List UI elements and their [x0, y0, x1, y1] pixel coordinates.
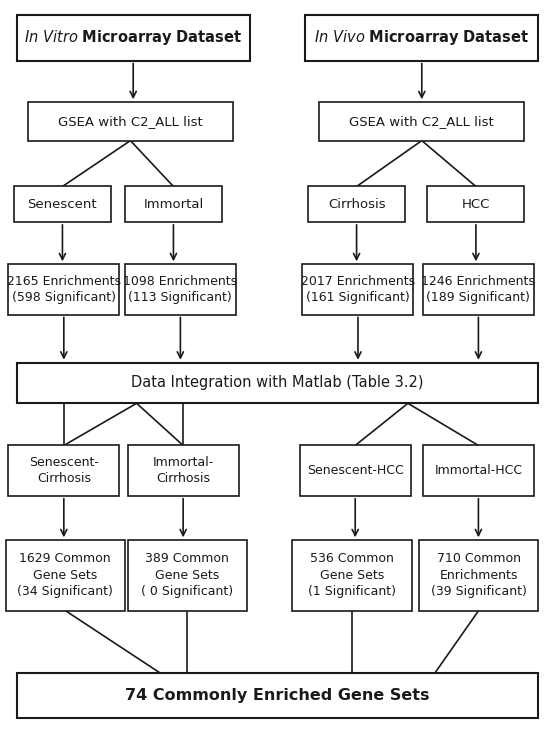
Text: $\mathit{In\ Vitro}$ $\mathbf{Microarray\ Dataset}$: $\mathit{In\ Vitro}$ $\mathbf{Microarray… [24, 28, 242, 47]
FancyBboxPatch shape [302, 264, 413, 314]
Text: Data Integration with Matlab (Table 3.2): Data Integration with Matlab (Table 3.2) [131, 375, 424, 391]
Text: Immortal: Immortal [143, 198, 204, 211]
FancyBboxPatch shape [8, 264, 119, 314]
Text: 2017 Enrichments
(161 Significant): 2017 Enrichments (161 Significant) [301, 275, 415, 304]
Text: $\mathit{In\ Vivo}$ $\mathbf{Microarray\ Dataset}$: $\mathit{In\ Vivo}$ $\mathbf{Microarray\… [314, 28, 529, 47]
Text: 74 Commonly Enriched Gene Sets: 74 Commonly Enriched Gene Sets [125, 688, 430, 703]
FancyBboxPatch shape [419, 540, 538, 610]
FancyBboxPatch shape [8, 445, 119, 496]
Text: HCC: HCC [462, 198, 490, 211]
FancyBboxPatch shape [17, 15, 250, 61]
Text: 1246 Enrichments
(189 Significant): 1246 Enrichments (189 Significant) [421, 275, 536, 304]
Text: GSEA with C2_ALL list: GSEA with C2_ALL list [58, 115, 203, 128]
FancyBboxPatch shape [6, 540, 125, 610]
Text: GSEA with C2_ALL list: GSEA with C2_ALL list [350, 115, 494, 128]
FancyBboxPatch shape [305, 15, 538, 61]
Text: Senescent: Senescent [28, 198, 97, 211]
Text: 710 Common
Enrichments
(39 Significant): 710 Common Enrichments (39 Significant) [431, 552, 527, 599]
Text: 1629 Common
Gene Sets
(34 Significant): 1629 Common Gene Sets (34 Significant) [17, 552, 113, 599]
Text: 536 Common
Gene Sets
(1 Significant): 536 Common Gene Sets (1 Significant) [308, 552, 396, 599]
FancyBboxPatch shape [125, 186, 222, 222]
FancyBboxPatch shape [14, 186, 111, 222]
FancyBboxPatch shape [17, 673, 538, 718]
Text: Cirrhosis: Cirrhosis [328, 198, 385, 211]
FancyBboxPatch shape [28, 102, 233, 141]
FancyBboxPatch shape [17, 363, 538, 403]
FancyBboxPatch shape [423, 445, 534, 496]
FancyBboxPatch shape [427, 186, 524, 222]
FancyBboxPatch shape [128, 445, 239, 496]
Text: 2165 Enrichments
(598 Significant): 2165 Enrichments (598 Significant) [7, 275, 121, 304]
Text: Immortal-
Cirrhosis: Immortal- Cirrhosis [153, 456, 214, 485]
Text: Immortal-HCC: Immortal-HCC [435, 464, 522, 477]
FancyBboxPatch shape [300, 445, 411, 496]
Text: 389 Common
Gene Sets
( 0 Significant): 389 Common Gene Sets ( 0 Significant) [142, 552, 233, 599]
FancyBboxPatch shape [128, 540, 247, 610]
FancyBboxPatch shape [308, 186, 405, 222]
FancyBboxPatch shape [292, 540, 412, 610]
Text: Senescent-
Cirrhosis: Senescent- Cirrhosis [29, 456, 99, 485]
Text: Senescent-HCC: Senescent-HCC [307, 464, 403, 477]
FancyBboxPatch shape [319, 102, 524, 141]
FancyBboxPatch shape [125, 264, 236, 314]
FancyBboxPatch shape [423, 264, 534, 314]
Text: 1098 Enrichments
(113 Significant): 1098 Enrichments (113 Significant) [123, 275, 238, 304]
